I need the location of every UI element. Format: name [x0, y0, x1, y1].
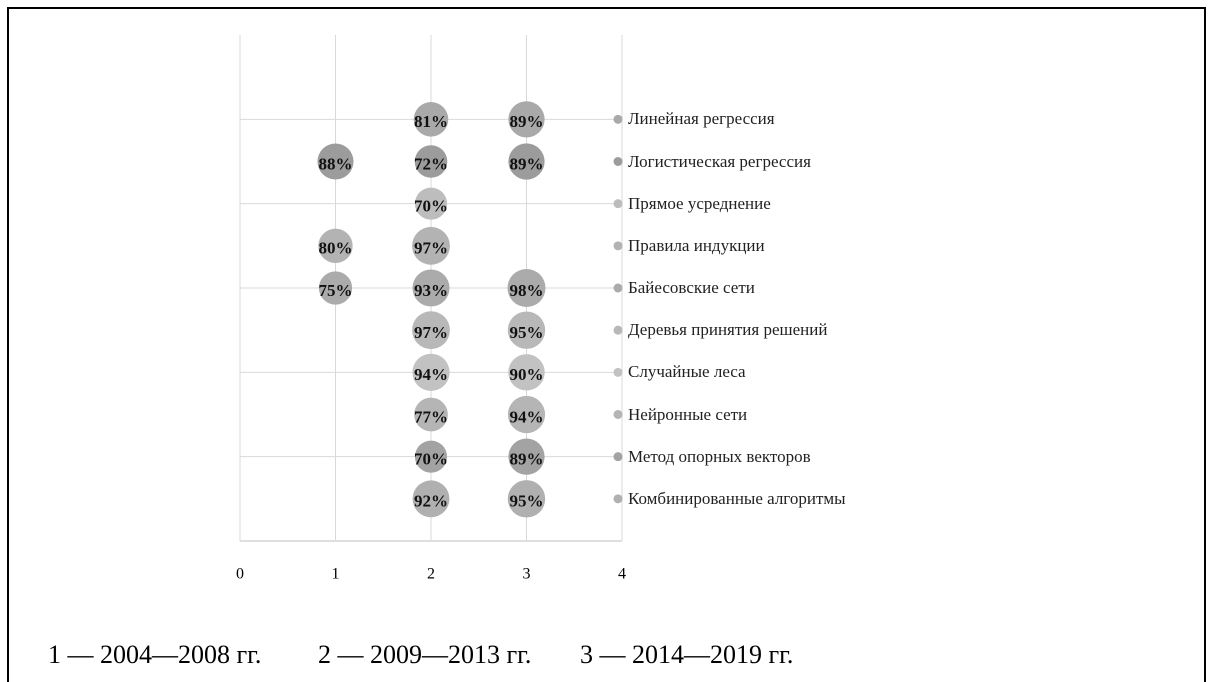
data-label: 90%	[510, 365, 544, 384]
bubble	[507, 268, 546, 308]
bubble	[412, 226, 450, 265]
bubble	[508, 438, 545, 475]
bubble	[414, 145, 448, 178]
bubble	[508, 143, 545, 180]
data-label: 94%	[510, 407, 544, 426]
legend-label: Деревья принятия решений	[628, 320, 828, 340]
footnote: 2 — 2009—2013 гг.	[318, 640, 532, 669]
legend-label: Комбинированные алгоритмы	[628, 488, 846, 508]
data-label: 94%	[414, 365, 448, 384]
data-label: 88%	[319, 154, 353, 173]
x-tick-label: 1	[332, 566, 340, 583]
bubble	[412, 269, 450, 307]
data-label: 95%	[510, 323, 544, 342]
bubble	[412, 480, 450, 518]
data-label: 89%	[510, 112, 544, 131]
legend-label: Нейронные сети	[628, 404, 748, 424]
footnote: 1 — 2004—2008 гг.	[48, 640, 262, 669]
legend-marker	[613, 241, 623, 251]
footnote: 3 — 2014—2019 гг.	[580, 640, 794, 669]
bubble	[318, 271, 353, 305]
data-label: 70%	[414, 450, 448, 469]
data-label: 70%	[414, 197, 448, 216]
data-label: 81%	[414, 112, 448, 131]
data-label: 93%	[414, 281, 448, 300]
bubble	[412, 311, 450, 350]
bubble	[317, 143, 354, 180]
legend-label: Логистическая регрессия	[628, 151, 811, 171]
legend-label: Прямое усреднение	[628, 193, 771, 213]
bubble	[507, 480, 546, 518]
legend-label: Линейная регрессия	[628, 109, 775, 129]
data-label: 77%	[414, 407, 448, 426]
legend-label: Правила индукции	[628, 235, 765, 255]
frame	[7, 7, 1206, 682]
bubble	[318, 228, 353, 264]
data-label: 92%	[414, 492, 448, 511]
data-label: 75%	[319, 281, 353, 300]
legend-marker	[613, 452, 623, 462]
legend-label: Метод опорных векторов	[628, 446, 811, 466]
bubble	[508, 101, 545, 138]
data-label: 89%	[510, 450, 544, 469]
legend-marker	[613, 114, 623, 124]
data-label: 98%	[510, 281, 544, 300]
bubble	[414, 440, 448, 473]
legend-marker	[613, 367, 623, 377]
x-tick-label: 0	[236, 566, 244, 583]
x-tick-label: 3	[523, 566, 531, 583]
data-label: 80%	[319, 239, 353, 258]
legend-marker	[613, 283, 623, 293]
data-label: 89%	[510, 154, 544, 173]
bubble	[507, 395, 546, 434]
legend-label: Случайные леса	[628, 362, 746, 382]
legend-marker	[613, 199, 623, 209]
legend-marker	[613, 410, 623, 419]
bubble	[414, 397, 448, 432]
bubble	[412, 353, 450, 391]
bubble	[413, 102, 449, 137]
bubble	[507, 311, 546, 349]
legend-label: Байесовские сети	[628, 278, 755, 297]
data-label: 72%	[414, 154, 448, 173]
legend-marker	[613, 157, 623, 166]
x-tick-label: 2	[427, 566, 435, 583]
x-tick-label: 4	[618, 566, 626, 583]
bubble	[414, 187, 448, 220]
data-label: 97%	[414, 323, 448, 342]
bubble	[508, 354, 545, 391]
data-label: 95%	[510, 492, 544, 511]
legend-marker	[613, 494, 623, 504]
legend-marker	[613, 325, 623, 335]
data-label: 97%	[414, 239, 448, 258]
